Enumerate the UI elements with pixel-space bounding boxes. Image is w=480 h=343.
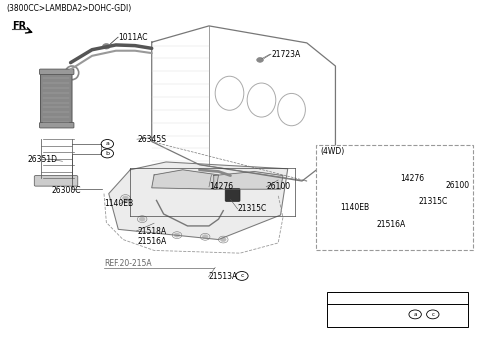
Text: 21516A: 21516A — [137, 237, 167, 246]
Text: (4WD): (4WD) — [320, 147, 345, 156]
Text: 26300C: 26300C — [51, 186, 81, 195]
Text: 21513A: 21513A — [209, 272, 238, 282]
FancyBboxPatch shape — [39, 122, 74, 128]
Circle shape — [103, 44, 110, 49]
Text: 21315C: 21315C — [419, 197, 448, 205]
FancyBboxPatch shape — [39, 69, 74, 74]
Text: PNC.26320A :: PNC.26320A : — [330, 311, 378, 317]
FancyBboxPatch shape — [395, 186, 406, 196]
Text: REF.20-215A: REF.20-215A — [104, 259, 152, 268]
Text: 14276: 14276 — [209, 182, 233, 191]
Text: 21518A: 21518A — [137, 226, 167, 236]
Text: 26351D: 26351D — [28, 155, 58, 164]
Polygon shape — [109, 162, 288, 239]
Circle shape — [355, 206, 360, 210]
Text: 26100: 26100 — [445, 181, 469, 190]
Circle shape — [220, 237, 226, 241]
Text: 21315C: 21315C — [238, 204, 267, 213]
Circle shape — [257, 58, 264, 62]
Text: 26100: 26100 — [266, 182, 290, 191]
Text: -: - — [424, 310, 427, 319]
Circle shape — [122, 196, 128, 200]
Text: 14276: 14276 — [400, 175, 424, 184]
FancyBboxPatch shape — [327, 292, 468, 327]
Text: 21723A: 21723A — [271, 50, 300, 59]
Text: a: a — [413, 312, 417, 317]
Polygon shape — [381, 166, 440, 181]
Polygon shape — [214, 172, 283, 189]
Circle shape — [202, 235, 208, 239]
Text: 1140EB: 1140EB — [340, 203, 369, 212]
Text: a: a — [106, 141, 109, 146]
Circle shape — [139, 217, 145, 221]
Text: FR: FR — [12, 21, 26, 31]
Circle shape — [329, 192, 334, 195]
FancyBboxPatch shape — [316, 145, 473, 250]
Text: 1140EB: 1140EB — [104, 199, 133, 208]
Text: c: c — [240, 273, 244, 279]
FancyBboxPatch shape — [225, 189, 240, 201]
Circle shape — [174, 233, 180, 237]
Polygon shape — [322, 159, 451, 215]
Text: NOTE: NOTE — [330, 292, 353, 301]
Text: c: c — [432, 312, 434, 317]
Text: 26345S: 26345S — [137, 135, 167, 144]
FancyBboxPatch shape — [40, 72, 72, 127]
FancyBboxPatch shape — [34, 176, 78, 186]
Text: b: b — [105, 151, 109, 156]
Text: (3800CC>LAMBDA2>DOHC-GDI): (3800CC>LAMBDA2>DOHC-GDI) — [6, 4, 132, 13]
Polygon shape — [334, 165, 383, 182]
Text: 21516A: 21516A — [376, 220, 405, 229]
Text: 1011AC: 1011AC — [118, 33, 148, 42]
Polygon shape — [152, 170, 218, 189]
